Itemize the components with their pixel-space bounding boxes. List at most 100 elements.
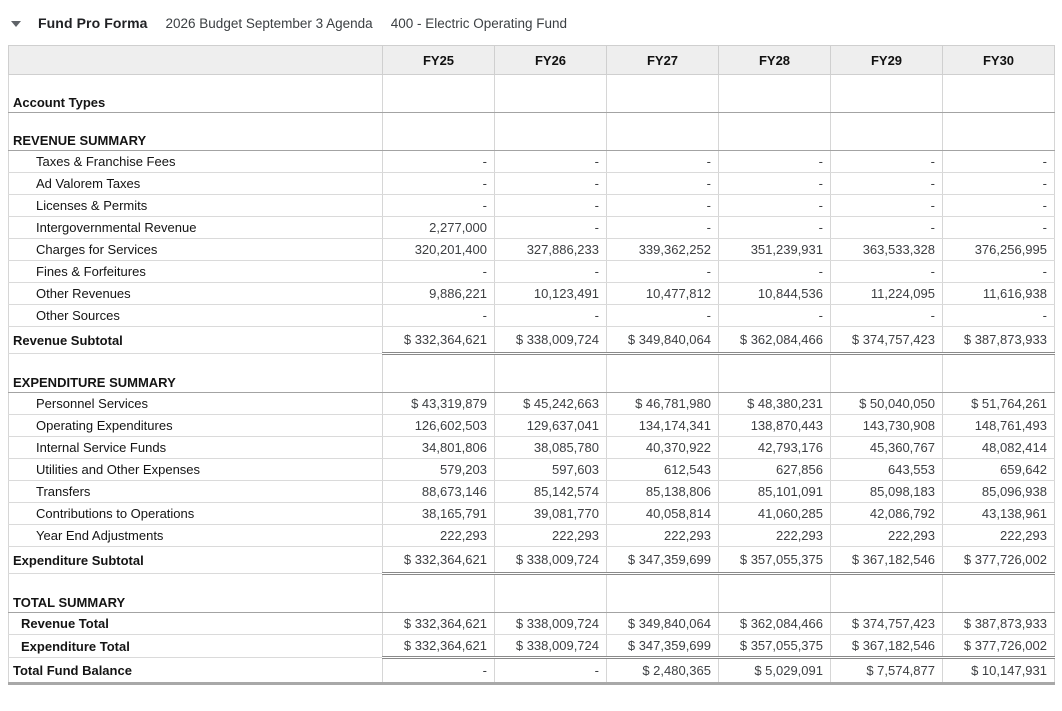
row-label: Expenditure Subtotal <box>8 546 383 574</box>
value-cell-fy25: 126,602,503 <box>382 414 495 437</box>
table-row: Internal Service Funds 34,801,806 38,085,7… <box>8 436 1055 459</box>
row-label: Taxes & Franchise Fees <box>8 150 383 173</box>
value-cell-fy30: - <box>942 194 1055 217</box>
value-cell-fy28 <box>718 112 831 151</box>
row-label: Ad Valorem Taxes <box>8 172 383 195</box>
value-cell-fy27: - <box>606 150 719 173</box>
value-cell-fy30: 376,256,995 <box>942 238 1055 261</box>
table-row: Intergovernmental Revenue 2,277,000- - - - - <box>8 216 1055 239</box>
row-label: Operating Expenditures <box>8 414 383 437</box>
value-cell-fy29: - <box>830 304 943 327</box>
table-body: Account Types REVENUE SUMMARY Taxes & Fran… <box>8 74 1055 685</box>
table-row: Utilities and Other Expenses 579,203 597,6… <box>8 458 1055 481</box>
value-cell-fy25 <box>382 353 495 393</box>
value-cell-fy28 <box>718 353 831 393</box>
row-label: Account Types <box>8 74 383 113</box>
value-cell-fy27: $ 349,840,064 <box>606 326 719 355</box>
value-cell-fy30: 222,293 <box>942 524 1055 547</box>
value-cell-fy30: 85,096,938 <box>942 480 1055 503</box>
value-cell-fy25: - <box>382 657 495 685</box>
value-cell-fy30: - <box>942 304 1055 327</box>
row-label: TOTAL SUMMARY <box>8 573 383 613</box>
value-cell-fy28: $ 362,084,466 <box>718 326 831 355</box>
value-cell-fy28: 627,856 <box>718 458 831 481</box>
value-cell-fy30: 659,642 <box>942 458 1055 481</box>
value-cell-fy25: 579,203 <box>382 458 495 481</box>
value-cell-fy26: 327,886,233 <box>494 238 607 261</box>
table-row: EXPENDITURE SUMMARY <box>8 353 1055 393</box>
value-cell-fy25: $ 332,364,621 <box>382 326 495 355</box>
value-cell-fy29: $ 374,757,423 <box>830 326 943 355</box>
value-cell-fy30 <box>942 353 1055 393</box>
table-row: REVENUE SUMMARY <box>8 112 1055 151</box>
report-header: Fund Pro Forma 2026 Budget September 3 A… <box>0 0 1062 34</box>
value-cell-fy25: 9,886,221 <box>382 282 495 305</box>
table-header-row: FY25 FY26 FY27 FY28 FY29 FY30 <box>8 45 1055 75</box>
value-cell-fy26: $ 338,009,724 <box>494 326 607 355</box>
budget-name-label: 2026 Budget September 3 Agenda <box>165 15 373 31</box>
table-row: Year End Adjustments 222,293 222,293 222,29… <box>8 524 1055 547</box>
value-cell-fy29: - <box>830 260 943 283</box>
value-cell-fy30 <box>942 74 1055 113</box>
table-row: Charges for Services 320,201,400 327,886,2… <box>8 238 1055 261</box>
value-cell-fy25: - <box>382 304 495 327</box>
value-cell-fy25: $ 332,364,621 <box>382 612 495 635</box>
value-cell-fy26: $ 338,009,724 <box>494 612 607 635</box>
value-cell-fy29: $ 374,757,423 <box>830 612 943 635</box>
value-cell-fy27: $ 347,359,699 <box>606 634 719 659</box>
value-cell-fy25: - <box>382 194 495 217</box>
value-cell-fy28: - <box>718 260 831 283</box>
value-cell-fy29: $ 367,182,546 <box>830 634 943 659</box>
value-cell-fy25 <box>382 112 495 151</box>
row-label: Fines & Forfeitures <box>8 260 383 283</box>
row-label: Intergovernmental Revenue <box>8 216 383 239</box>
value-cell-fy25: 2,277,000 <box>382 216 495 239</box>
value-cell-fy28: 41,060,285 <box>718 502 831 525</box>
collapse-triangle-icon[interactable] <box>11 21 21 27</box>
value-cell-fy30: 48,082,414 <box>942 436 1055 459</box>
value-cell-fy29: $ 367,182,546 <box>830 546 943 575</box>
value-cell-fy25: $ 332,364,621 <box>382 546 495 575</box>
page-title: Fund Pro Forma <box>38 15 148 31</box>
value-cell-fy28: - <box>718 172 831 195</box>
row-label: Total Fund Balance <box>8 657 383 685</box>
table-row: Total Fund Balance - - $ 2,480,365 $ 5,029,0… <box>8 657 1055 685</box>
value-cell-fy30: - <box>942 150 1055 173</box>
table-row: Account Types <box>8 74 1055 113</box>
value-cell-fy30: - <box>942 172 1055 195</box>
value-cell-fy25: $ 43,319,879 <box>382 392 495 415</box>
value-cell-fy30 <box>942 112 1055 151</box>
value-cell-fy27: 134,174,341 <box>606 414 719 437</box>
table-row: Contributions to Operations 38,165,791 39,… <box>8 502 1055 525</box>
row-label: Transfers <box>8 480 383 503</box>
value-cell-fy26: - <box>494 260 607 283</box>
column-header-fy25: FY25 <box>382 45 495 75</box>
value-cell-fy26 <box>494 74 607 113</box>
value-cell-fy28: $ 5,029,091 <box>718 657 831 685</box>
row-label: Other Revenues <box>8 282 383 305</box>
row-label: Year End Adjustments <box>8 524 383 547</box>
value-cell-fy29: $ 50,040,050 <box>830 392 943 415</box>
value-cell-fy30: 148,761,493 <box>942 414 1055 437</box>
value-cell-fy25: - <box>382 260 495 283</box>
value-cell-fy27: 85,138,806 <box>606 480 719 503</box>
table-row: Expenditure Total $ 332,364,621 $ 338,009,… <box>8 634 1055 659</box>
value-cell-fy27: - <box>606 304 719 327</box>
value-cell-fy27: 612,543 <box>606 458 719 481</box>
value-cell-fy28 <box>718 74 831 113</box>
row-label: Contributions to Operations <box>8 502 383 525</box>
account-types-header-cell <box>8 45 383 75</box>
value-cell-fy28: 138,870,443 <box>718 414 831 437</box>
value-cell-fy26: 85,142,574 <box>494 480 607 503</box>
row-label: REVENUE SUMMARY <box>8 112 383 151</box>
value-cell-fy29: - <box>830 216 943 239</box>
table-row: Operating Expenditures 126,602,503 129,637… <box>8 414 1055 437</box>
value-cell-fy29: 643,553 <box>830 458 943 481</box>
table-row: Other Sources - - - - - - <box>8 304 1055 327</box>
value-cell-fy27: 40,058,814 <box>606 502 719 525</box>
value-cell-fy29: - <box>830 194 943 217</box>
table-row: Revenue Subtotal $ 332,364,621 $ 338,009,7… <box>8 326 1055 355</box>
value-cell-fy26: $ 45,242,663 <box>494 392 607 415</box>
table-row: Ad Valorem Taxes - - - - - - <box>8 172 1055 195</box>
value-cell-fy25: - <box>382 172 495 195</box>
